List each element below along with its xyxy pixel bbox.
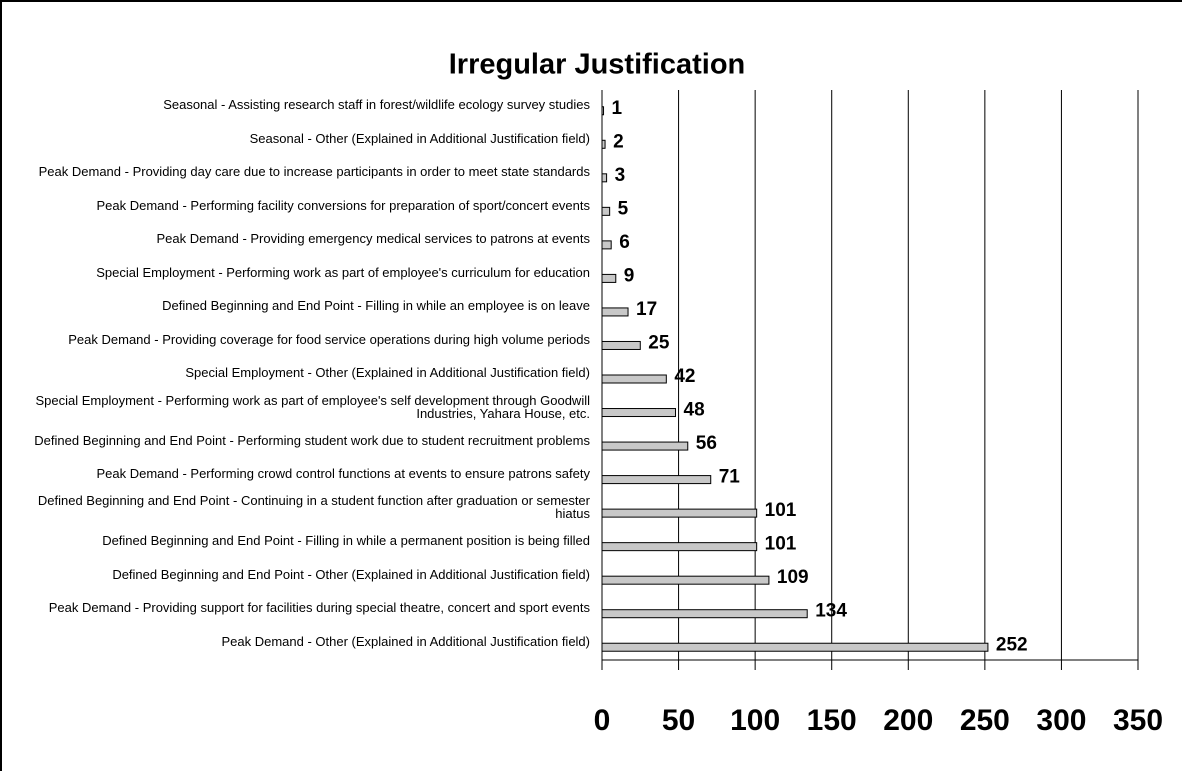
data-label: 3 bbox=[615, 165, 626, 186]
y-tick-label: Defined Beginning and End Point - Fillin… bbox=[162, 298, 590, 314]
bar bbox=[601, 441, 689, 451]
y-tick-label: Peak Demand - Other (Explained in Additi… bbox=[221, 633, 590, 649]
bar bbox=[601, 408, 677, 418]
category-label-box: Seasonal - Assisting research staff in f… bbox=[163, 97, 590, 113]
bar bbox=[601, 508, 758, 518]
data-label: 5 bbox=[618, 198, 629, 219]
y-tick-label: Defined Beginning and End Point - Other … bbox=[112, 566, 590, 582]
x-tick-label: 50 bbox=[662, 704, 695, 737]
data-label: 252 bbox=[996, 634, 1028, 655]
data-label: 101 bbox=[765, 500, 797, 521]
data-label: 2 bbox=[613, 131, 624, 152]
bar bbox=[601, 340, 641, 350]
category-label-box: Defined Beginning and End Point - Other … bbox=[112, 566, 590, 582]
x-tick-label: 200 bbox=[883, 704, 933, 737]
category-label-box: Defined Beginning and End Point - Contin… bbox=[37, 493, 590, 522]
category-label-box: Peak Demand - Other (Explained in Additi… bbox=[221, 633, 590, 649]
data-label: 71 bbox=[719, 467, 741, 488]
bar bbox=[601, 575, 770, 585]
category-label-box: Seasonal - Other (Explained in Additiona… bbox=[249, 130, 590, 146]
x-tick-label: 300 bbox=[1036, 704, 1086, 737]
bar bbox=[601, 642, 989, 652]
category-label-box: Special Employment - Performing work as … bbox=[96, 264, 590, 280]
bar bbox=[601, 106, 605, 116]
x-tick-label: 0 bbox=[594, 704, 611, 737]
category-label-box: Peak Demand - Providing support for faci… bbox=[48, 600, 590, 616]
bar bbox=[601, 240, 612, 250]
y-tick-label: Peak Demand - Providing emergency medica… bbox=[156, 231, 590, 247]
x-tick-label: 350 bbox=[1113, 704, 1163, 737]
y-tick-label: Special Employment - Other (Explained in… bbox=[185, 365, 590, 381]
category-label-box: Special Employment - Performing work as … bbox=[35, 392, 590, 421]
category-label-box: Peak Demand - Performing crowd control f… bbox=[96, 466, 590, 482]
y-tick-label: Peak Demand - Providing support for faci… bbox=[48, 600, 590, 616]
category-label-box: Defined Beginning and End Point - Fillin… bbox=[162, 298, 590, 314]
data-label: 6 bbox=[619, 232, 630, 253]
data-label: 1 bbox=[612, 98, 623, 119]
data-label: 56 bbox=[696, 433, 717, 454]
y-tick-label: Special Employment - Performing work as … bbox=[35, 392, 590, 421]
x-tick-label: 250 bbox=[960, 704, 1010, 737]
data-label: 101 bbox=[765, 534, 797, 555]
bar bbox=[601, 139, 606, 149]
y-tick-label: Peak Demand - Performing crowd control f… bbox=[96, 466, 590, 482]
data-label: 48 bbox=[684, 400, 705, 421]
bar bbox=[601, 542, 758, 552]
bar bbox=[601, 609, 808, 619]
data-label: 9 bbox=[624, 265, 635, 286]
y-tick-label: Defined Beginning and End Point - Perfor… bbox=[34, 432, 590, 448]
y-tick-label: Peak Demand - Providing day care due to … bbox=[38, 164, 590, 180]
category-label-box: Special Employment - Other (Explained in… bbox=[185, 365, 590, 381]
bar bbox=[601, 173, 608, 183]
category-label-box: Peak Demand - Providing emergency medica… bbox=[156, 231, 590, 247]
y-tick-label: Seasonal - Assisting research staff in f… bbox=[163, 97, 590, 113]
data-label: 42 bbox=[674, 366, 695, 387]
x-tick-label: 100 bbox=[730, 704, 780, 737]
y-tick-label: Seasonal - Other (Explained in Additiona… bbox=[249, 130, 590, 146]
y-tick-label: Peak Demand - Performing facility conver… bbox=[96, 197, 590, 213]
data-label: 25 bbox=[648, 332, 670, 353]
bar bbox=[601, 307, 629, 317]
category-label-box: Peak Demand - Providing day care due to … bbox=[38, 164, 590, 180]
chart-title: Irregular Justification bbox=[449, 49, 746, 81]
data-label: 134 bbox=[815, 601, 847, 622]
category-label-box: Peak Demand - Performing facility conver… bbox=[96, 197, 590, 213]
y-tick-label: Special Employment - Performing work as … bbox=[96, 264, 590, 280]
x-tick-label: 150 bbox=[807, 704, 857, 737]
category-label-box: Defined Beginning and End Point - Fillin… bbox=[102, 533, 590, 549]
category-label-box: Peak Demand - Providing coverage for foo… bbox=[68, 331, 590, 347]
y-tick-label: Defined Beginning and End Point - Contin… bbox=[37, 493, 590, 522]
data-label: 109 bbox=[777, 567, 809, 588]
y-tick-label: Defined Beginning and End Point - Fillin… bbox=[102, 533, 590, 549]
y-tick-label: Peak Demand - Providing coverage for foo… bbox=[68, 331, 590, 347]
bar bbox=[601, 475, 712, 485]
category-label-box: Defined Beginning and End Point - Perfor… bbox=[34, 432, 590, 448]
bar bbox=[601, 206, 611, 216]
bar bbox=[601, 273, 617, 283]
bar bbox=[601, 374, 667, 384]
data-label: 17 bbox=[636, 299, 657, 320]
